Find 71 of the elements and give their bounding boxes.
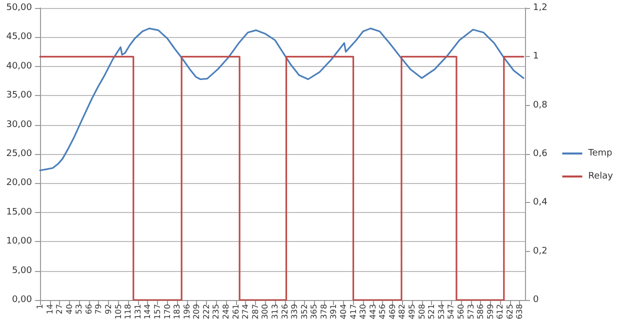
x-tick-label: 417 xyxy=(348,304,358,320)
x-tick-label: 66 xyxy=(84,304,94,314)
x-tick-label: 482 xyxy=(398,304,407,320)
x-tick-label: 391 xyxy=(329,304,338,320)
y2-tick-label: 0,8 xyxy=(533,100,548,110)
y2-tick-label: 0 xyxy=(533,295,539,305)
x-tick-label: 157 xyxy=(152,304,162,320)
x-tick-label: 521 xyxy=(427,304,436,320)
y-tick-label: 0,00 xyxy=(12,295,32,305)
x-tick-label: 131 xyxy=(133,304,142,320)
y2-tick-label: 1,2 xyxy=(533,3,548,13)
x-tick-label: 118 xyxy=(124,304,133,320)
x-tick-label: 248 xyxy=(222,304,231,320)
y-tick-label: 20,00 xyxy=(6,178,32,188)
y-tick-label: 35,00 xyxy=(6,90,32,101)
x-tick-label: 53 xyxy=(74,304,84,314)
y2-tick-label: 0,6 xyxy=(533,149,548,159)
x-tick-label: 274 xyxy=(241,304,250,320)
x-tick-label: 612 xyxy=(496,304,505,320)
x-tick-label: 27 xyxy=(55,304,64,314)
x-tick-label: 625 xyxy=(505,304,514,320)
line-series xyxy=(39,28,524,172)
x-tick-label: 339 xyxy=(290,304,300,320)
x-tick-label: 14 xyxy=(45,304,54,314)
x-tick-label: 287 xyxy=(250,304,260,320)
x-tick-label: 508 xyxy=(417,304,426,320)
x-tick-label: 196 xyxy=(182,304,192,320)
y-tick-label: 50,00 xyxy=(6,3,32,13)
x-tick-label: 209 xyxy=(192,304,202,320)
y-tick-label: 25,00 xyxy=(6,149,32,159)
x-tick-label: 300 xyxy=(260,304,270,320)
x-tick-label: 92 xyxy=(104,304,114,314)
x-tick-label: 313 xyxy=(270,304,280,320)
y2-tick-label: 0,4 xyxy=(533,198,548,208)
y-tick-label: 15,00 xyxy=(6,207,32,218)
y-tick-label: 10,00 xyxy=(6,236,32,247)
x-tick-label: 352 xyxy=(300,304,309,320)
y-tick-label: 30,00 xyxy=(6,120,32,130)
x-tick-label: 40 xyxy=(64,304,74,314)
x-tick-label: 573 xyxy=(466,304,476,320)
x-tick-label: 443 xyxy=(368,304,378,320)
legend-label: Relay xyxy=(588,172,614,182)
x-tick-label: 261 xyxy=(231,304,240,320)
x-tick-label: 456 xyxy=(378,304,388,320)
x-tick-label: 105 xyxy=(114,304,123,320)
x-tick-label: 222 xyxy=(202,304,211,320)
y-tick-label: 5,00 xyxy=(12,266,32,276)
x-tick-label: 560 xyxy=(456,304,466,320)
legend-label: Temp xyxy=(587,148,613,158)
x-tick-label: 495 xyxy=(408,304,417,320)
y2-tick-label: 1 xyxy=(533,52,539,62)
x-tick-label: 534 xyxy=(436,304,446,320)
x-tick-label: 599 xyxy=(486,304,495,320)
x-tick-label: 365 xyxy=(310,304,319,320)
x-tick-label: 235 xyxy=(212,304,221,320)
x-tick-label: 547 xyxy=(446,304,456,320)
x-tick-label: 144 xyxy=(143,304,152,320)
x-tick-label: 638 xyxy=(515,304,524,320)
x-tick-label: 378 xyxy=(319,304,328,320)
y2-tick-label: 0,2 xyxy=(533,246,548,256)
y-tick-label: 45,00 xyxy=(6,32,32,42)
y-tick-label: 40,00 xyxy=(6,61,32,72)
x-tick-label: 183 xyxy=(172,304,182,320)
x-tick-label: 586 xyxy=(476,304,486,320)
x-tick-label: 430 xyxy=(358,304,368,320)
x-tick-label: 1 xyxy=(36,304,44,310)
x-tick-label: 404 xyxy=(339,304,348,320)
x-tick-label: 170 xyxy=(162,304,172,320)
x-tick-label: 469 xyxy=(388,304,397,320)
x-tick-label: 79 xyxy=(94,304,104,314)
x-tick-label: 326 xyxy=(280,304,290,320)
